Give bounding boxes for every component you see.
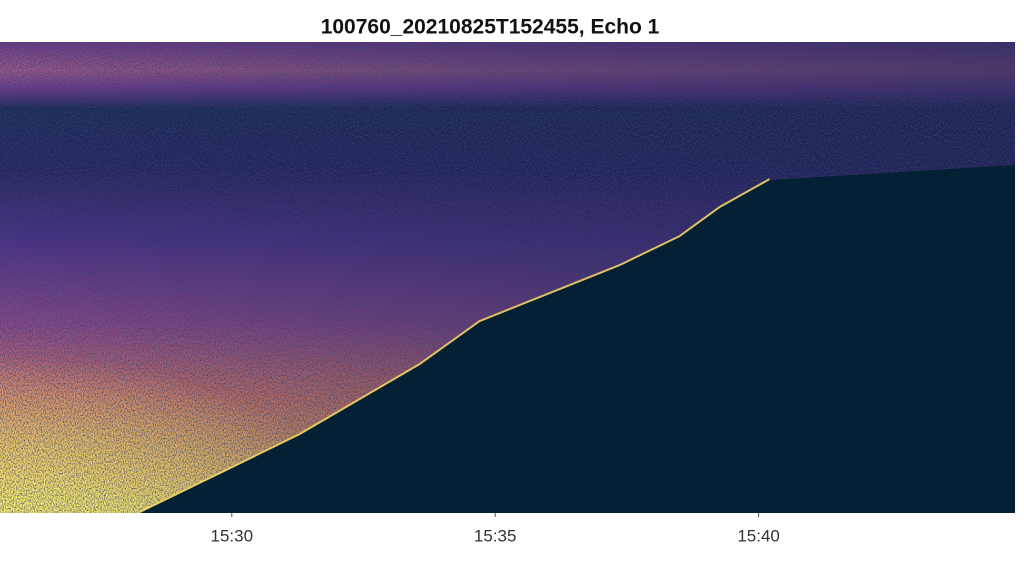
- x-tick-label: 15:30: [211, 526, 254, 545]
- echogram: [0, 42, 1015, 513]
- seabed: [140, 165, 1015, 513]
- x-tick-label: 15:35: [474, 526, 517, 545]
- chart-title: 100760_20210825T152455, Echo 1: [321, 16, 660, 39]
- x-tick-label: 15:40: [737, 526, 780, 545]
